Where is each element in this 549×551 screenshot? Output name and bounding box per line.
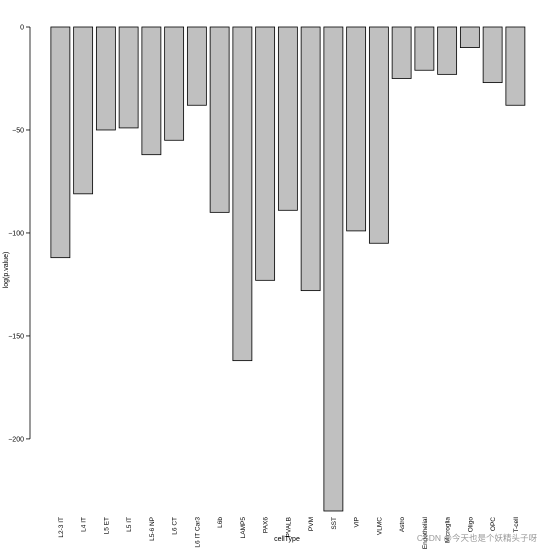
x-tick-label: Endothelial: [422, 516, 429, 549]
x-tick-label: OPC: [490, 517, 497, 531]
x-tick-label: LAMP5: [240, 517, 247, 539]
y-tick-label: −50: [12, 127, 24, 134]
x-tick-label: L5 ET: [103, 517, 110, 534]
x-tick-label: PAX6: [263, 517, 270, 534]
x-tick-label: L6 IT Car3: [194, 517, 201, 548]
y-axis-title: log(p.value): [3, 252, 10, 289]
x-tick-label: Oligo: [467, 517, 474, 533]
bar: [141, 26, 162, 156]
bar: [95, 26, 116, 131]
bar: [368, 26, 389, 244]
bar: [391, 26, 412, 79]
y-tick-label: −100: [8, 230, 24, 237]
x-tick-label: L6 CT: [172, 517, 179, 535]
x-tick-label: Microglia: [445, 517, 452, 543]
bar: [323, 26, 344, 512]
bar: [482, 26, 503, 84]
bar: [50, 26, 71, 259]
bar: [164, 26, 185, 141]
bar: [232, 26, 253, 362]
bar: [300, 26, 321, 292]
y-axis: 0 −50 −100 −150 −200: [8, 25, 31, 443]
x-tick-label: SST: [331, 517, 338, 530]
bars: [50, 26, 526, 512]
bar: [414, 26, 435, 71]
bar: [505, 26, 526, 106]
x-tick-label: L5 IT: [126, 517, 133, 532]
x-tick-label: L6b: [217, 517, 224, 528]
x-tick-label: Astro: [399, 517, 406, 533]
bar: [209, 26, 230, 213]
y-tick-label: 0: [20, 25, 24, 32]
bar: [437, 26, 458, 75]
y-tick-label: −200: [8, 436, 24, 443]
x-tick-label: T-cell: [513, 516, 520, 532]
bar: [346, 26, 367, 232]
bar: [277, 26, 298, 211]
x-tick-label: VLMC: [376, 517, 383, 535]
x-tick-label: L2-3 IT: [58, 517, 65, 538]
x-tick-label: VIP: [354, 517, 361, 527]
x-tick-label: PVM: [308, 517, 315, 531]
x-axis-labels: L2-3 IT L4 IT L5 ET L5 IT L5-6 NP L6 CT L6 IT …: [58, 516, 520, 549]
x-tick-label: PVALB: [285, 517, 292, 537]
bar: [186, 26, 207, 106]
y-tick-label: −150: [8, 333, 24, 340]
bar: [118, 26, 139, 129]
watermark: CSDN @今天也是个妖精头子呀: [417, 533, 538, 543]
bar: [255, 26, 276, 281]
bar: [459, 26, 480, 49]
x-tick-label: L5-6 NP: [149, 517, 156, 541]
x-axis-title: cellType: [274, 536, 300, 543]
x-tick-label: L4 IT: [81, 517, 88, 532]
bar: [73, 26, 94, 195]
